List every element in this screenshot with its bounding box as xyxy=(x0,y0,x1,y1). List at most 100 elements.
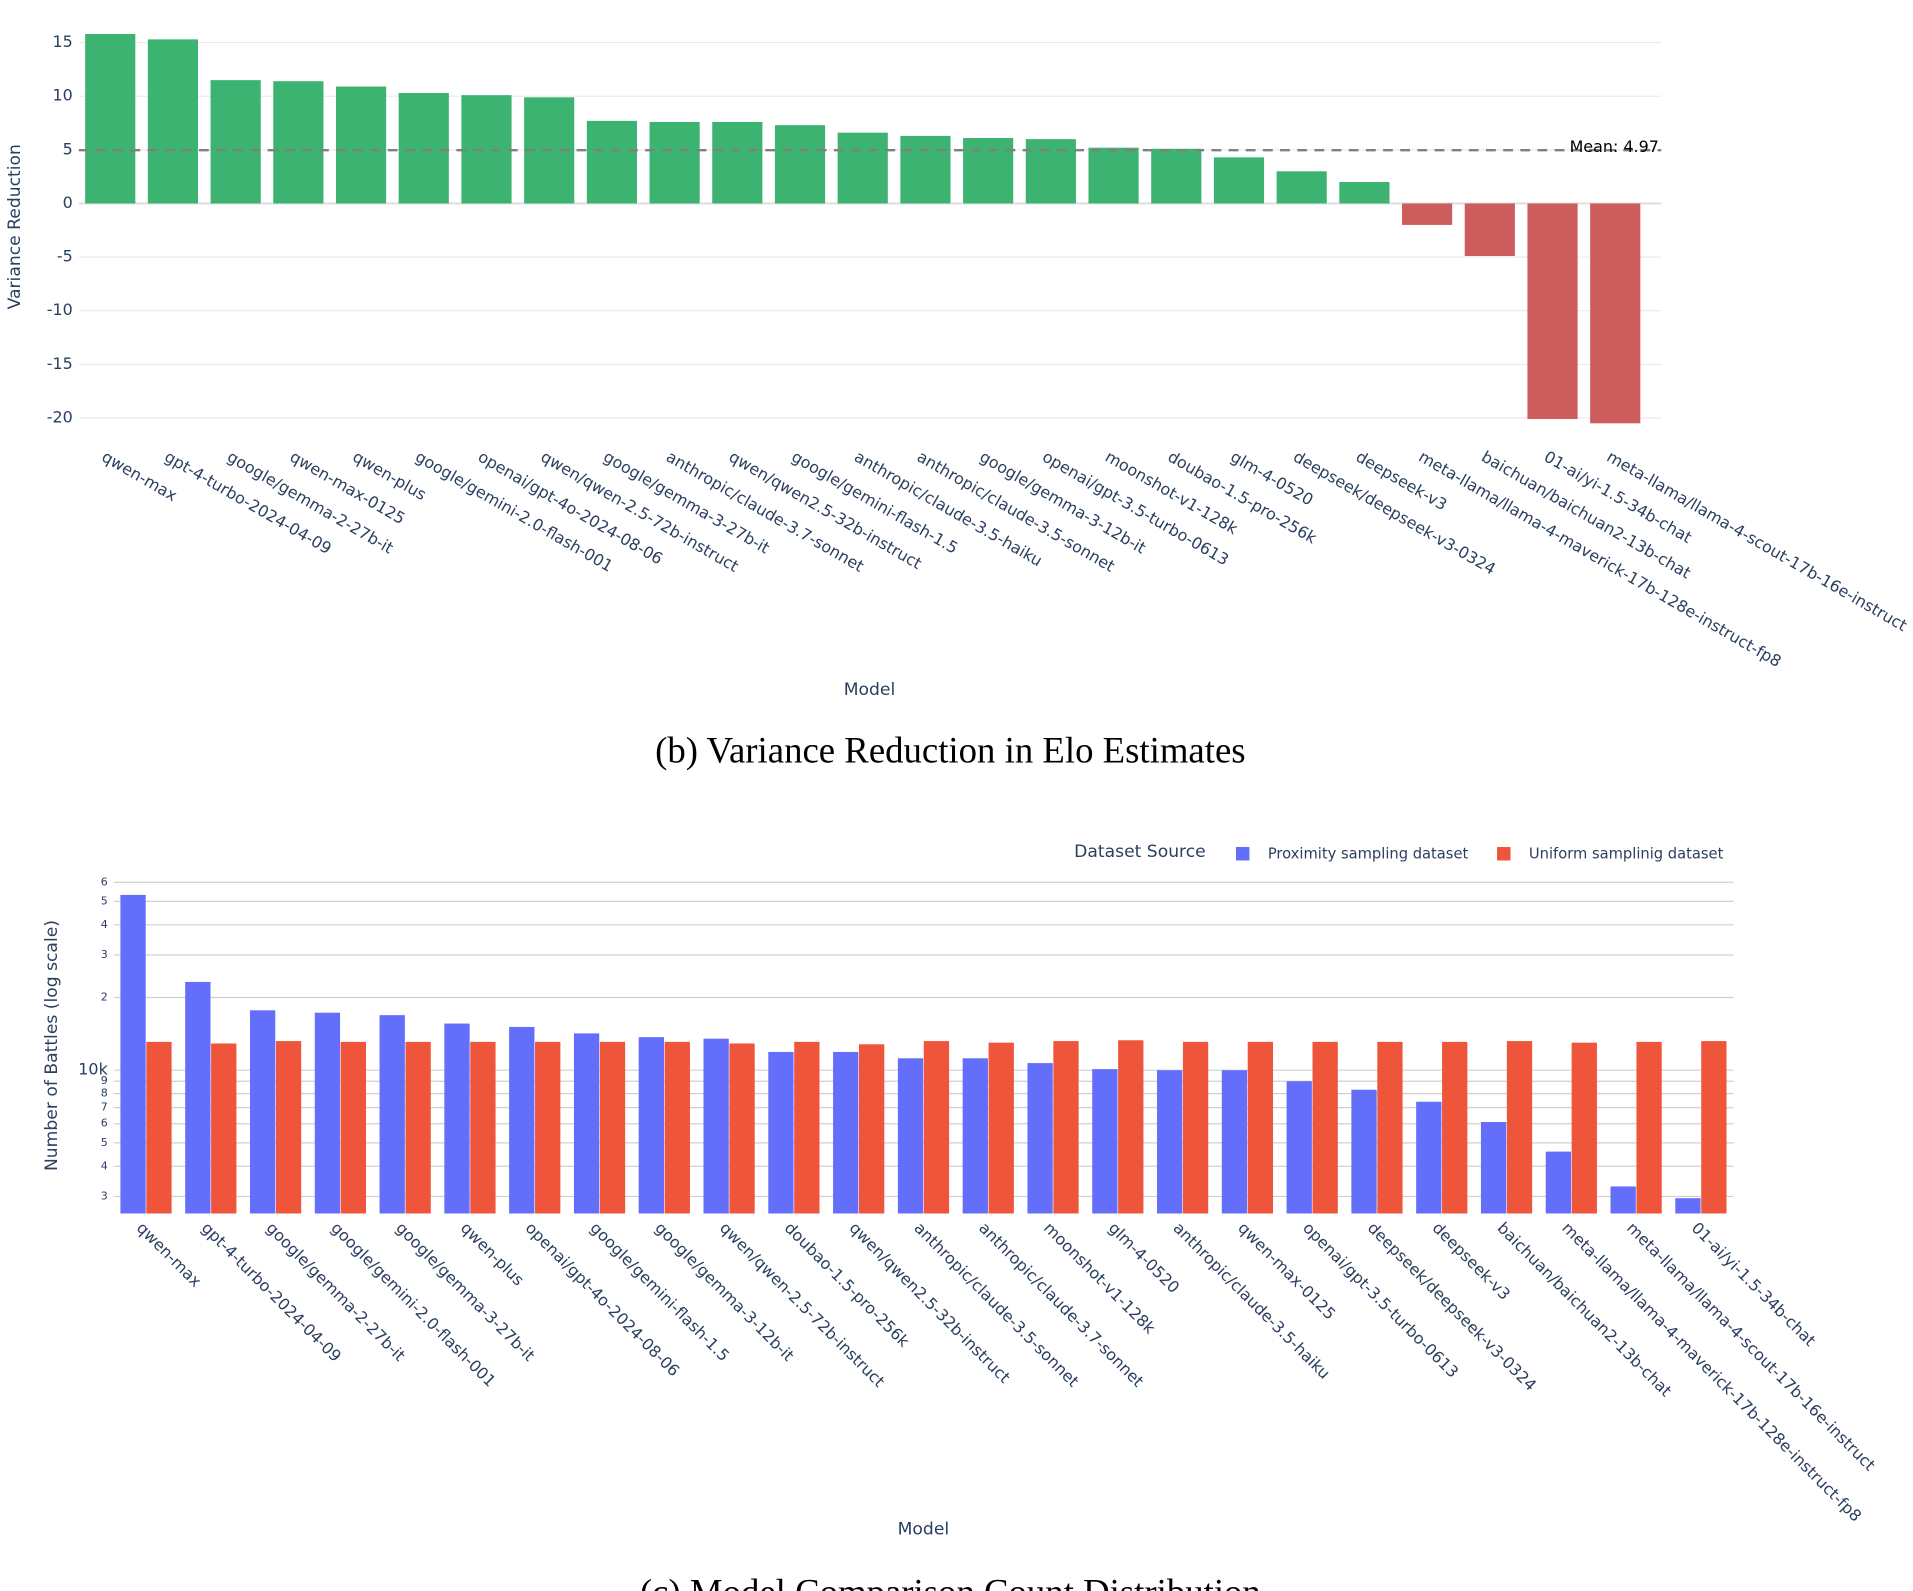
bar xyxy=(858,1044,885,1214)
bar xyxy=(1416,1101,1442,1214)
bar xyxy=(398,93,449,204)
bar xyxy=(1590,203,1641,424)
bar xyxy=(1701,1041,1727,1214)
x-axis-title: Model xyxy=(844,680,896,700)
bar xyxy=(1377,1041,1403,1214)
bar xyxy=(1351,1089,1377,1214)
y-tick-label: 4 xyxy=(101,918,108,931)
x-tick-label: 01-ai/yi-1.5-34b-chat xyxy=(1688,1218,1820,1350)
y-tick-label: 5 xyxy=(63,139,73,158)
bar xyxy=(703,1038,729,1214)
y-tick-label: 9 xyxy=(101,1074,108,1087)
bar xyxy=(470,1041,496,1214)
y-tick-label: 7 xyxy=(101,1101,108,1114)
bar xyxy=(1053,1041,1079,1214)
y-tick-label: 2 xyxy=(101,990,108,1003)
bar xyxy=(1442,1041,1468,1214)
caption: (c) Model Comparison Count Distribution xyxy=(640,1571,1261,1591)
bar xyxy=(1025,139,1076,204)
bar xyxy=(1151,148,1202,204)
y-tick-label: 8 xyxy=(101,1087,108,1100)
bar xyxy=(923,1041,950,1214)
bar xyxy=(1339,182,1390,204)
bar xyxy=(379,1015,405,1214)
bar xyxy=(1247,1041,1274,1214)
bar xyxy=(1088,147,1139,204)
x-tick-label: meta-llama/llama-4-maverick-17b-128e-ins… xyxy=(1558,1218,1865,1525)
bar xyxy=(273,81,324,204)
bar xyxy=(1571,1042,1597,1214)
y-tick-label: 3 xyxy=(101,948,108,961)
bar xyxy=(535,1041,561,1214)
bar xyxy=(405,1041,431,1214)
bar xyxy=(211,1043,237,1214)
bar xyxy=(335,86,387,204)
bar xyxy=(833,1051,859,1214)
bar xyxy=(249,1010,276,1214)
legend-swatch xyxy=(1497,846,1511,861)
y-tick-label: 6 xyxy=(101,1117,108,1130)
bar xyxy=(1402,203,1453,225)
bar xyxy=(146,1041,172,1214)
bar xyxy=(1636,1041,1662,1214)
x-axis-title: Model xyxy=(898,1520,950,1540)
y-tick-label: 5 xyxy=(101,1136,108,1149)
bar xyxy=(85,34,136,204)
legend-label: Uniform samplinig dataset xyxy=(1529,845,1724,862)
bar xyxy=(638,1037,665,1214)
bar xyxy=(275,1041,302,1214)
y-tick-label: 10k xyxy=(78,1060,108,1079)
bar xyxy=(1506,1041,1533,1214)
x-tick-label: moonshot-v1-128k xyxy=(1040,1218,1160,1338)
mean-label: Mean: 4.97 xyxy=(1570,137,1659,156)
bar xyxy=(963,138,1014,204)
bar xyxy=(1221,1070,1248,1214)
bar xyxy=(1213,157,1265,204)
bar xyxy=(210,80,261,204)
y-axis-title: Variance Reduction xyxy=(5,144,25,309)
bar xyxy=(712,121,763,204)
bar xyxy=(1092,1069,1118,1214)
bar xyxy=(1480,1122,1507,1214)
y-tick-label: -20 xyxy=(47,407,73,426)
bar xyxy=(1027,1063,1053,1214)
y-tick-label: 4 xyxy=(101,1159,108,1172)
bar xyxy=(897,1058,924,1214)
bar xyxy=(340,1041,366,1214)
bar xyxy=(120,894,146,1214)
bar xyxy=(461,95,512,204)
legend-swatch xyxy=(1235,846,1250,861)
bar xyxy=(586,120,637,204)
bar xyxy=(1610,1186,1636,1214)
y-tick-label: 3 xyxy=(101,1189,108,1202)
y-axis-title: Number of Battles (log scale) xyxy=(42,920,62,1171)
bar xyxy=(1276,171,1327,204)
y-tick-label: -5 xyxy=(57,247,73,266)
bar xyxy=(664,1041,690,1214)
bar xyxy=(1182,1041,1209,1214)
y-tick-label: 15 xyxy=(52,32,72,51)
legend-label: Proximity sampling dataset xyxy=(1268,845,1469,862)
y-tick-label: -15 xyxy=(47,354,73,373)
bar xyxy=(147,39,199,204)
bar xyxy=(314,1012,341,1214)
bar xyxy=(599,1041,626,1214)
y-tick-label: 0 xyxy=(63,193,73,212)
bar xyxy=(962,1058,988,1214)
bar xyxy=(837,132,888,204)
bar xyxy=(1118,1040,1144,1214)
bar xyxy=(649,121,700,204)
bar xyxy=(1545,1151,1572,1214)
bar xyxy=(573,1033,600,1214)
bar xyxy=(1312,1041,1338,1214)
bar xyxy=(900,135,951,204)
bar xyxy=(1527,203,1578,420)
bar xyxy=(1157,1070,1183,1214)
bar xyxy=(1675,1198,1701,1214)
bar xyxy=(1464,203,1515,257)
bar xyxy=(794,1041,820,1214)
legend-title: Dataset Source xyxy=(1074,842,1206,862)
x-tick-label: doubao-1.5-pro-256k xyxy=(781,1218,914,1351)
